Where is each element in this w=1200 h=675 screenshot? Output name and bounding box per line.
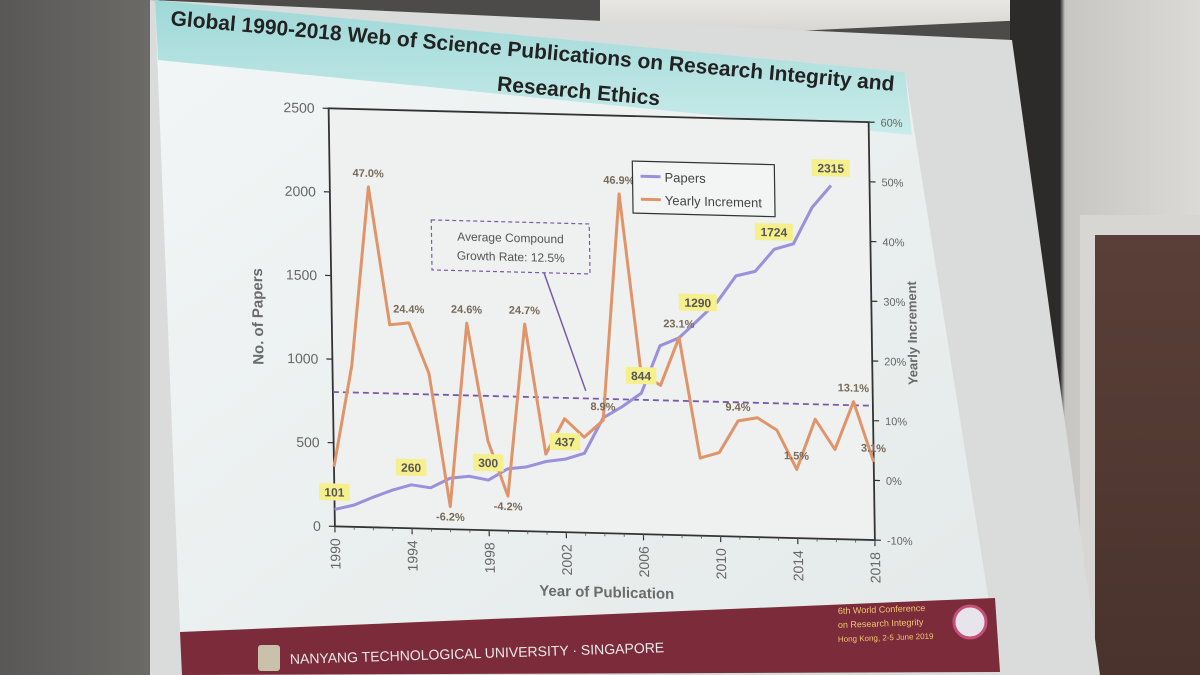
data-label-increment: 47.0% bbox=[352, 168, 384, 181]
legend-papers-label: Papers bbox=[664, 170, 706, 186]
y-axis-title: No. of Papers bbox=[249, 268, 267, 365]
conference-line3: Hong Kong, 2-5 June 2019 bbox=[838, 632, 934, 644]
x-tick-label: 2018 bbox=[867, 552, 883, 584]
legend-papers-swatch bbox=[640, 174, 661, 179]
legend: Papers Yearly Increment bbox=[631, 160, 776, 218]
data-label-increment: 23.1% bbox=[663, 318, 695, 331]
data-label-increment: 24.4% bbox=[393, 303, 425, 316]
reference-line bbox=[332, 391, 873, 407]
y2-tick-label: 40% bbox=[882, 237, 904, 250]
data-label-box bbox=[318, 483, 350, 501]
reference-line-group bbox=[332, 391, 873, 407]
y2-axis-title: Yearly Increment bbox=[904, 280, 921, 385]
data-label-increment: 46.9% bbox=[603, 175, 635, 188]
data-label-box bbox=[549, 432, 581, 451]
slide-footer-band bbox=[180, 598, 1000, 675]
data-label-papers: 101 bbox=[324, 485, 345, 500]
data-label-increment: 24.6% bbox=[451, 304, 483, 317]
growth-rate-label-line1: Average Compound bbox=[457, 230, 564, 247]
university-crest-icon bbox=[258, 645, 280, 671]
data-label-papers: 2315 bbox=[817, 161, 844, 176]
data-label-papers: 300 bbox=[478, 456, 499, 471]
y-tick-label: 0 bbox=[313, 518, 321, 534]
data-label-increment: 13.1% bbox=[838, 382, 870, 395]
x-tick-label: 1990 bbox=[327, 538, 343, 570]
data-label-box bbox=[754, 222, 794, 241]
growth-rate-box bbox=[430, 219, 591, 275]
y2-tick-label: 60% bbox=[881, 117, 903, 130]
legend-increment-swatch bbox=[640, 197, 661, 202]
conference-line2: on Research Integrity bbox=[838, 617, 924, 630]
x-tick-label: 1994 bbox=[404, 540, 420, 572]
y2-tick-label: 20% bbox=[884, 356, 906, 369]
room-wall-left bbox=[0, 0, 150, 675]
x-tick-label: 2010 bbox=[713, 548, 729, 580]
x-axis-title: Year of Publication bbox=[539, 583, 674, 603]
series-lines bbox=[332, 184, 876, 511]
data-label-increment: 8.9% bbox=[590, 401, 615, 414]
data-label-increment: 24.7% bbox=[509, 305, 541, 318]
y2-tick-label: 50% bbox=[881, 177, 903, 190]
data-label-papers: 844 bbox=[631, 369, 652, 384]
data-label-increment: 9.4% bbox=[725, 402, 750, 415]
y2-tick-label: -10% bbox=[887, 535, 913, 548]
slide-header-band bbox=[155, 0, 912, 135]
x-tick-label: 1998 bbox=[481, 542, 497, 574]
y2-tick-label: 10% bbox=[885, 416, 907, 429]
y2-tick-label: 0% bbox=[886, 476, 902, 488]
data-label-increment: 1.5% bbox=[784, 450, 809, 463]
data-labels: 101 260 300 437 844 1290 1724 2315 47.0% 24.4% 24.… bbox=[318, 159, 886, 524]
conference-logo-icon bbox=[952, 604, 988, 640]
data-label-papers: 1290 bbox=[684, 296, 711, 311]
data-label-papers: 260 bbox=[401, 461, 422, 476]
x-tick-label: 2014 bbox=[790, 550, 806, 582]
growth-rate-annotation: Average Compound Growth Rate: 12.5% bbox=[430, 219, 591, 392]
series-line-yearly-increment bbox=[332, 185, 876, 509]
door bbox=[1095, 235, 1200, 675]
legend-box bbox=[631, 160, 776, 218]
legend-increment-label: Yearly Increment bbox=[665, 193, 763, 210]
data-label-increment: -6.2% bbox=[436, 511, 465, 524]
x-tick-label: 2002 bbox=[558, 544, 574, 576]
growth-rate-pointer bbox=[543, 272, 587, 392]
y-tick-label: 500 bbox=[296, 434, 320, 451]
data-label-increment: 3.1% bbox=[861, 443, 886, 456]
data-label-box bbox=[395, 458, 427, 477]
data-label-box bbox=[811, 159, 850, 177]
y-tick-label: 2500 bbox=[283, 99, 315, 116]
growth-rate-label-line2: Growth Rate: 12.5% bbox=[457, 249, 566, 266]
data-label-box bbox=[678, 293, 717, 312]
data-label-papers: 437 bbox=[555, 435, 576, 450]
data-label-box bbox=[472, 453, 504, 472]
y-tick-label: 1500 bbox=[286, 266, 318, 283]
y-tick-label: 2000 bbox=[285, 183, 317, 200]
series-line-papers bbox=[334, 184, 833, 511]
conference-line1: 6th World Conference bbox=[838, 603, 926, 616]
data-label-papers: 1724 bbox=[760, 225, 787, 240]
data-label-box bbox=[625, 366, 657, 385]
y-tick-label: 1000 bbox=[287, 350, 319, 367]
data-label-increment: -4.2% bbox=[494, 501, 523, 514]
axes: 0 500 1000 1500 2000 2500 -10% 0% 10% 20% 30% 40% 50… bbox=[283, 99, 913, 584]
x-tick-label: 2006 bbox=[636, 546, 652, 578]
y2-tick-label: 30% bbox=[883, 297, 905, 310]
chart: 0 500 1000 1500 2000 2500 -10% 0% 10% 20% 30% 40% 50… bbox=[249, 99, 921, 603]
